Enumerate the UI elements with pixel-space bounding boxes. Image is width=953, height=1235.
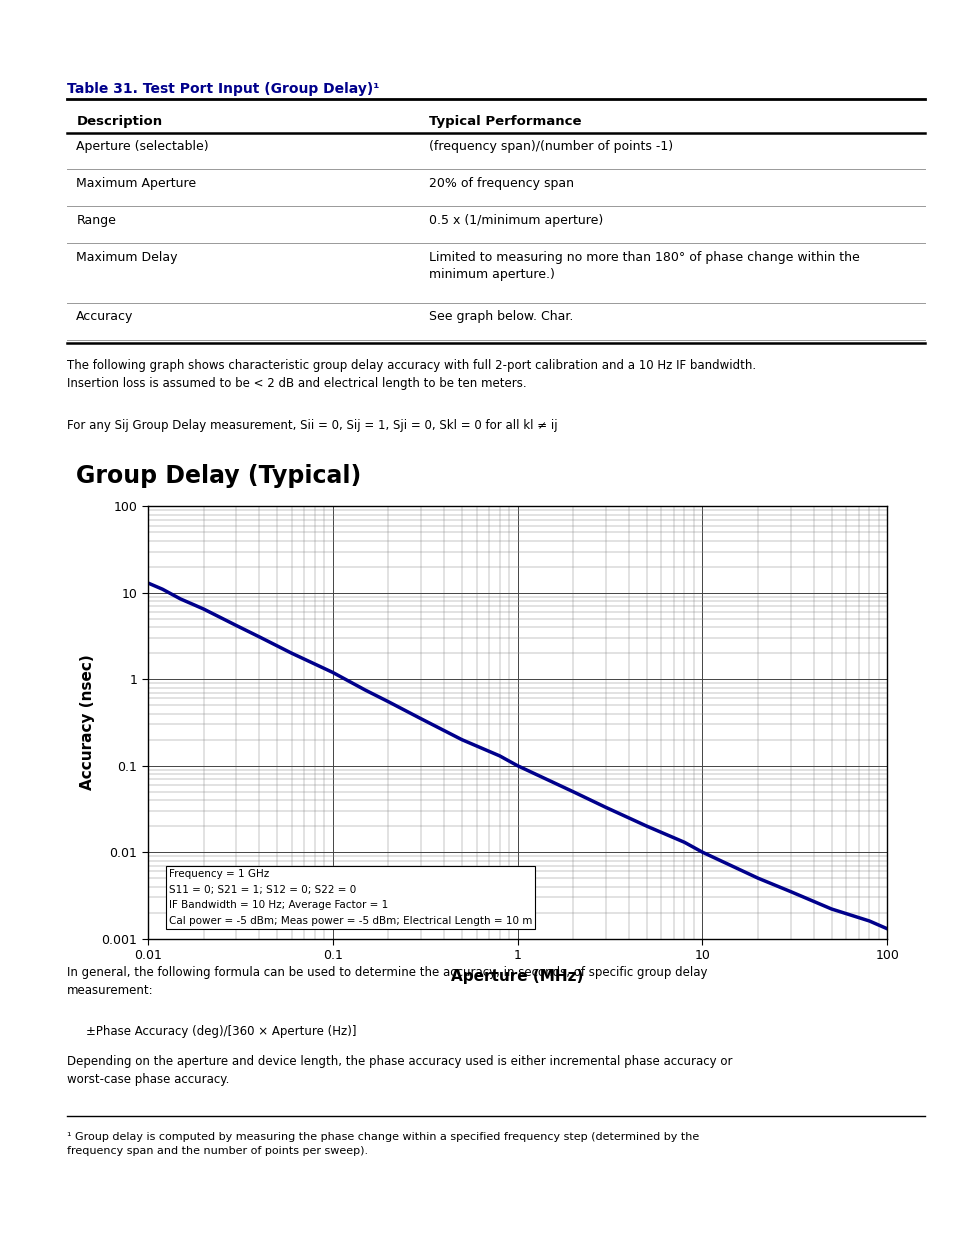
Text: (frequency span)/(number of points -1): (frequency span)/(number of points -1) (429, 140, 673, 153)
Text: ±Phase Accuracy (deg)/[360 × Aperture (Hz)]: ±Phase Accuracy (deg)/[360 × Aperture (H… (86, 1025, 356, 1039)
Text: See graph below. Char.: See graph below. Char. (429, 310, 573, 324)
Text: N5241A, N5242A, N5249A All Options, Full 2-port Cal: N5241A, N5242A, N5249A All Options, Full… (172, 529, 502, 542)
Text: The following graph shows characteristic group delay accuracy with full 2-port c: The following graph shows characteristic… (67, 359, 755, 390)
Text: ¹ Group delay is computed by measuring the phase change within a specified frequ: ¹ Group delay is computed by measuring t… (67, 1132, 699, 1156)
Y-axis label: Accuracy (nsec): Accuracy (nsec) (79, 655, 94, 790)
Text: Description: Description (76, 115, 162, 128)
Text: Typical Performance: Typical Performance (429, 115, 581, 128)
Text: 20% of frequency span: 20% of frequency span (429, 177, 574, 190)
Text: Group Delay (Typical): Group Delay (Typical) (76, 464, 361, 488)
Text: In general, the following formula can be used to determine the accuracy, in seco: In general, the following formula can be… (67, 966, 706, 997)
Text: Accuracy: Accuracy (76, 310, 133, 324)
Text: Maximum Delay: Maximum Delay (76, 251, 177, 264)
Text: Maximum Aperture: Maximum Aperture (76, 177, 196, 190)
Text: Table 31. Test Port Input (Group Delay)¹: Table 31. Test Port Input (Group Delay)¹ (67, 82, 378, 95)
Text: 0.5 x (1/minimum aperture): 0.5 x (1/minimum aperture) (429, 214, 603, 227)
X-axis label: Aperture (MHz): Aperture (MHz) (451, 969, 583, 984)
Text: Range: Range (76, 214, 116, 227)
Text: Aperture (selectable): Aperture (selectable) (76, 140, 209, 153)
Text: Depending on the aperture and device length, the phase accuracy used is either i: Depending on the aperture and device len… (67, 1055, 732, 1086)
Text: For any Sij Group Delay measurement, Sii = 0, Sij = 1, Sji = 0, Skl = 0 for all : For any Sij Group Delay measurement, Sii… (67, 419, 557, 432)
Text: Frequency = 1 GHz
S11 = 0; S21 = 1; S12 = 0; S22 = 0
IF Bandwidth = 10 Hz; Avera: Frequency = 1 GHz S11 = 0; S21 = 1; S12 … (169, 869, 532, 926)
Text: Limited to measuring no more than 180° of phase change within the
minimum apertu: Limited to measuring no more than 180° o… (429, 251, 860, 280)
